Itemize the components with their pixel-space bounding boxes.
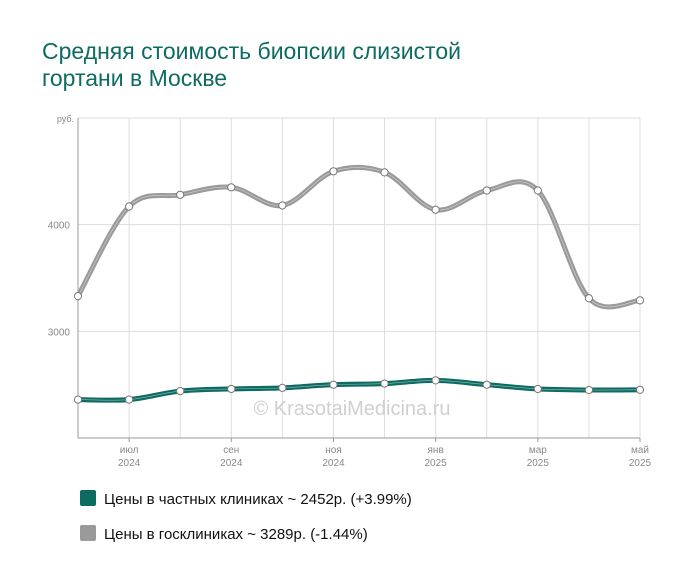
legend-swatch-public [80,525,96,541]
data-point-public [329,167,338,176]
data-point-public [124,202,134,211]
data-point-public [227,183,236,192]
legend-item-public: Цены в госклиниках ~ 3289р. (-1.44%) [80,525,368,543]
y-axis-unit-label: руб. [57,114,74,124]
x-tick-label-year: 2025 [527,458,550,469]
y-tick-label: 4000 [48,221,71,232]
data-point-private [380,379,389,388]
x-tick-label-year: 2025 [629,458,652,469]
data-point-private [124,395,134,404]
legend-item-private: Цены в частных клиниках ~ 2452р. (+3.99%… [80,490,412,508]
x-tick-label-year: 2025 [425,458,448,469]
data-point-private [73,395,83,404]
data-point-private [431,376,440,385]
data-point-public [278,201,287,210]
y-tick-label: 3000 [48,327,71,338]
x-tick-label-month: ноя [325,445,342,456]
x-tick-label-year: 2024 [220,458,243,469]
data-point-private [482,380,491,389]
data-point-private [329,380,338,389]
x-tick-label-year: 2024 [322,458,345,469]
axes: руб. 3000 4000 июл 2024 сен 2024 ноя 2024 янв 2025… [48,114,652,469]
data-point-private [176,386,185,396]
watermark: © KrasotaiMedicina.ru [253,398,450,420]
data-point-public [176,190,185,199]
x-tick-label-month: сен [223,445,239,456]
data-point-public [635,296,645,305]
legend-swatch-private [80,490,96,506]
data-point-private [227,384,236,394]
series-line-public [75,164,643,310]
data-point-public [73,292,83,301]
chart-title-line-2: гортани в Москве [42,65,228,91]
series [73,164,645,404]
data-point-private [533,384,542,394]
legend-label-private: Цены в частных клиниках ~ 2452р. (+3.99%… [104,491,412,508]
x-tick-label-year: 2024 [118,458,141,469]
data-point-private [635,385,645,394]
data-point-public [533,186,542,195]
series-line-highlight-public [77,167,641,308]
data-point-public [431,205,440,214]
x-tick-label-month: май [631,445,649,456]
x-tick-label-month: июл [120,445,139,456]
data-point-public [584,294,594,303]
series-line-highlight-private [77,380,641,401]
chart-title: Средняя стоимость биопсии слизистой горт… [42,38,562,92]
legend-label-public: Цены в госклиниках ~ 3289р. (-1.44%) [104,526,368,543]
x-tick-label-month: мар [529,445,547,456]
chart-title-line-1: Средняя стоимость биопсии слизистой [42,38,461,64]
data-point-public [482,186,491,195]
x-tick-label-month: янв [428,445,444,456]
data-point-private [584,385,594,395]
data-point-private [278,383,287,392]
data-point-public [380,168,389,177]
